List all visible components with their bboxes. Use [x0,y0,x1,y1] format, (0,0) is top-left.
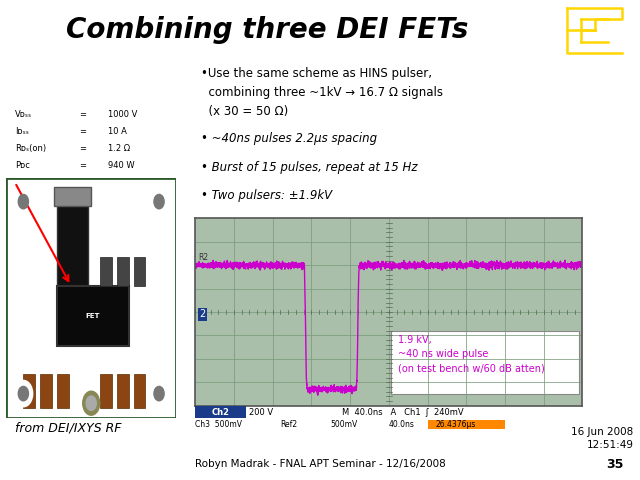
Text: R2: R2 [198,252,209,262]
Text: • ~40ns pulses 2.2μs spacing: • ~40ns pulses 2.2μs spacing [201,132,377,145]
Text: =: = [79,161,86,170]
Text: • Burst of 15 pulses, repeat at 15 Hz: • Burst of 15 pulses, repeat at 15 Hz [201,161,417,174]
Bar [195,406,246,418]
Text: 1000 V: 1000 V [108,110,138,119]
FancyBboxPatch shape [391,331,579,394]
Text: •Use the same scheme as HINS pulser,
  combining three ~1kV → 16.7 Ω signals
  (: •Use the same scheme as HINS pulser, com… [201,67,443,118]
Circle shape [154,386,164,401]
Circle shape [14,380,33,407]
Circle shape [19,386,28,401]
Text: from DEI/IXYS RF: from DEI/IXYS RF [15,422,122,435]
Text: =: = [79,110,86,119]
Bar [40,374,52,408]
Bar [23,374,35,408]
Text: Ch2: Ch2 [211,408,229,417]
Text: 1.9 kV,
~40 ns wide pulse
(on test bench w/60 dB atten): 1.9 kV, ~40 ns wide pulse (on test bench… [399,336,545,373]
Bar [58,286,129,346]
Text: 500mV: 500mV [331,420,358,429]
Text: Pᴅᴄ: Pᴅᴄ [15,161,29,170]
Circle shape [86,396,96,410]
Bar [134,257,145,286]
Circle shape [83,391,100,415]
Circle shape [19,194,28,209]
Bar [134,374,145,408]
Text: FET: FET [86,312,100,319]
Bar [58,194,88,286]
Text: Rᴅₛ(on): Rᴅₛ(on) [15,144,46,153]
Bar [54,187,91,206]
Bar [428,420,505,429]
Circle shape [14,189,33,215]
Text: 26.4376μs: 26.4376μs [435,420,476,429]
Bar [100,257,111,286]
Text: Ref2: Ref2 [280,420,298,429]
Text: 40.0ns: 40.0ns [388,420,415,429]
Text: DE375-102N10A: DE375-102N10A [51,73,132,82]
Text: 1.2 Ω: 1.2 Ω [108,144,131,153]
Text: =: = [79,144,86,153]
Text: 10 A: 10 A [108,127,127,136]
Text: 16 Jun 2008
12:51:49: 16 Jun 2008 12:51:49 [572,427,634,450]
Text: 200 V: 200 V [250,408,273,417]
Circle shape [150,380,168,407]
Text: =: = [79,127,86,136]
Bar [58,374,69,408]
Text: Ch3  500mV: Ch3 500mV [195,420,242,429]
Text: 2: 2 [199,309,205,319]
Text: 35: 35 [607,458,624,471]
Bar [116,257,129,286]
Text: Vᴅₛₛ: Vᴅₛₛ [15,110,32,119]
Text: Combining three DEI FETs: Combining three DEI FETs [66,16,468,44]
Text: 940 W: 940 W [108,161,135,170]
Text: Robyn Madrak - FNAL APT Seminar - 12/16/2008: Robyn Madrak - FNAL APT Seminar - 12/16/… [195,459,445,469]
Bar [116,374,129,408]
Text: M  40.0ns   A   Ch1  ʃ  240mV: M 40.0ns A Ch1 ʃ 240mV [342,408,464,417]
Text: Iᴅₛₛ: Iᴅₛₛ [15,127,29,136]
Text: RF Power MOSFET: RF Power MOSFET [45,87,138,96]
Text: • Two pulsers: ±1.9kV: • Two pulsers: ±1.9kV [201,190,332,203]
Bar [100,374,111,408]
Circle shape [154,194,164,209]
Circle shape [150,189,168,215]
